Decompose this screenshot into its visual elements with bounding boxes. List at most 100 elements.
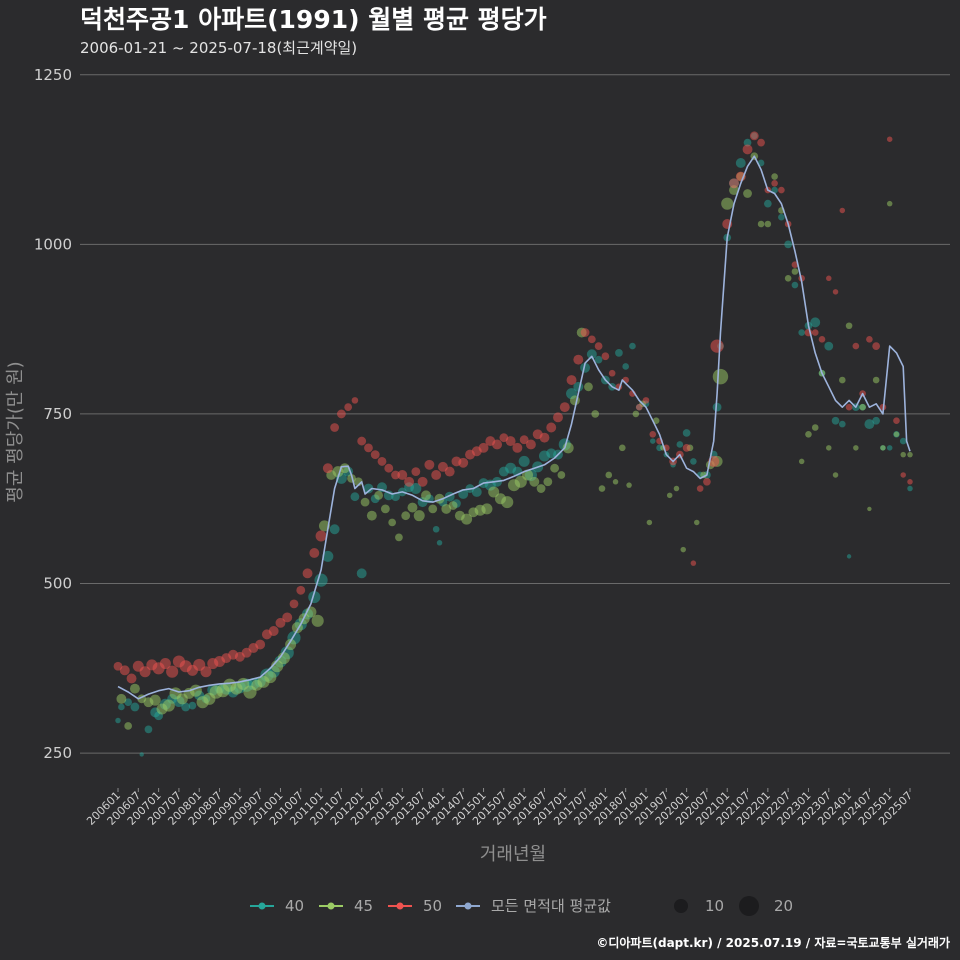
point-45-202503: [893, 431, 900, 438]
point-45-201804: [612, 479, 619, 485]
point-45-201212: [395, 533, 403, 542]
legend-label-45: 45: [354, 897, 373, 915]
point-45-201606: [536, 484, 546, 493]
point-45-202004: [694, 519, 700, 526]
point-45-202011: [712, 368, 729, 385]
point-50-202209: [791, 261, 799, 269]
point-40-201807: [622, 363, 629, 370]
point-50-201109: [344, 403, 353, 412]
point-50-200605: [126, 673, 137, 684]
x-axis-title: 거래년월: [480, 844, 546, 865]
point-45-201608: [543, 477, 553, 487]
point-40-200602: [118, 703, 125, 711]
point-40-202303: [810, 317, 821, 328]
legend-size-20: 20: [739, 896, 793, 916]
point-40-201911: [676, 441, 684, 448]
point-50-201901: [642, 397, 650, 404]
point-45-201310: [428, 504, 438, 514]
point-50-202203: [771, 180, 778, 187]
point-40-202107: [743, 138, 752, 147]
point-50-201107: [336, 409, 346, 419]
point-45-202107: [743, 189, 752, 198]
point-45-202207: [784, 274, 792, 282]
average-line-path: [117, 155, 911, 700]
point-50-201705: [573, 354, 584, 365]
point-50-201309: [424, 459, 435, 470]
point-50-201103: [322, 463, 333, 474]
point-45-202303: [811, 424, 819, 431]
point-50-201609: [546, 422, 557, 433]
point-40-201111: [350, 492, 360, 502]
point-50-202311: [839, 207, 846, 214]
point-50-201511: [512, 442, 523, 453]
point-50-202010: [710, 339, 724, 353]
scatter-points: [113, 131, 913, 757]
point-40-201305: [410, 483, 422, 495]
point-40-201311: [432, 525, 440, 533]
point-45-201810: [632, 410, 640, 418]
point-45-202203: [771, 173, 778, 180]
point-45-201610: [550, 463, 560, 473]
point-50-202307: [826, 275, 832, 282]
point-40-201709: [586, 349, 597, 360]
point-50-200703: [159, 658, 171, 670]
point-50-202403: [852, 342, 860, 350]
point-45-200602: [116, 693, 127, 704]
point-50-200911: [268, 626, 279, 636]
average-line: [117, 155, 911, 700]
point-50-201001: [275, 617, 286, 628]
point-45-201502: [481, 503, 493, 515]
point-50-201611: [553, 412, 563, 423]
point-40-200709: [181, 702, 191, 712]
legend-label-average: 모든 면적대 평균값: [491, 897, 611, 915]
point-45-201704: [569, 395, 580, 406]
point-40-202001: [682, 429, 691, 437]
point-50-202401: [845, 403, 853, 411]
point-40-202203: [771, 186, 778, 194]
point-50-201607: [539, 432, 550, 443]
legend-size-label-20: 20: [774, 897, 793, 915]
point-45-202411: [880, 445, 886, 451]
point-50-202407: [866, 336, 873, 343]
point-45-202101: [721, 197, 734, 210]
point-45-202505: [900, 451, 906, 458]
point-40-202201: [763, 199, 772, 208]
point-50-201105: [330, 423, 340, 432]
point-50-201203: [364, 443, 373, 453]
point-45-202307: [826, 445, 832, 451]
point-40-202309: [831, 416, 840, 425]
point-50-202305: [818, 336, 826, 343]
legend-size-10: 10: [674, 897, 724, 915]
y-tick-1250: 1250: [34, 66, 72, 84]
point-45-202103: [729, 185, 739, 196]
legend-item-50: 50: [388, 897, 442, 915]
chart-subtitle: 2006-01-21 ~ 2025-07-18(최근계약일): [80, 39, 357, 57]
point-45-202301: [805, 430, 812, 438]
legend-item-45: 45: [319, 897, 373, 915]
point-40-201203: [363, 483, 374, 494]
legend-size-circle-20: [739, 896, 759, 916]
point-40-202207: [784, 240, 793, 249]
point-45-201910: [673, 485, 680, 492]
point-45-202405: [859, 403, 866, 411]
point-50-201903: [649, 430, 657, 438]
point-45-200606: [129, 683, 140, 694]
point-45-202209: [791, 268, 799, 275]
point-45-201710: [591, 410, 600, 418]
point-50-201205: [370, 450, 380, 460]
point-45-201604: [529, 476, 540, 487]
point-40-200604: [124, 698, 133, 707]
point-45-202311: [839, 376, 846, 384]
point-50-201407: [458, 457, 469, 468]
point-50-201709: [587, 335, 596, 344]
point-45-201408: [461, 513, 473, 525]
legend-dot-50: [396, 902, 404, 910]
point-45-200910: [264, 671, 277, 684]
y-axis-title: 평균 평당가(만 원): [5, 361, 26, 502]
point-50-202303: [811, 329, 819, 336]
gridlines: [80, 74, 950, 754]
point-40-201809: [629, 342, 636, 350]
legend: 40 45 50 모든 면적대 평균값 10 20: [250, 896, 793, 916]
point-45-201712: [598, 485, 606, 492]
